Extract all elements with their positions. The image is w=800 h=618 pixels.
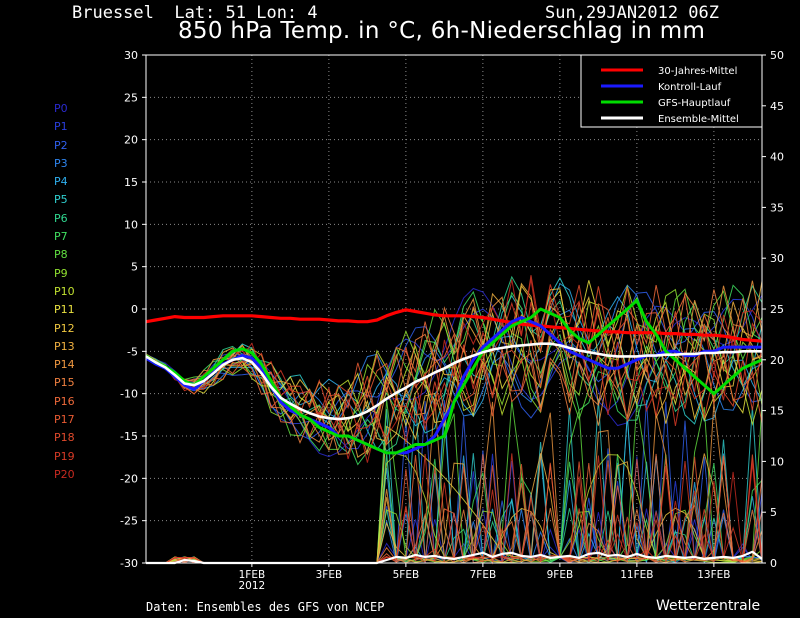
member-label-p2: P2 [54, 138, 68, 152]
tick-label-x: 9FEB [547, 569, 574, 581]
member-label-p4: P4 [54, 175, 68, 189]
data-source: Daten: Ensembles des GFS von NCEP [146, 600, 385, 614]
member-line-p14 [145, 280, 763, 456]
grid [146, 55, 762, 563]
tick-label-right: 45 [770, 100, 784, 113]
tick-label-left: 30 [124, 49, 138, 62]
member-line-p20 [145, 279, 763, 463]
tick-label-left: 0 [131, 303, 138, 316]
member-label-p15: P15 [54, 376, 75, 390]
tick-label-x: 13FEB [697, 569, 730, 581]
member-label-p18: P18 [54, 431, 75, 445]
tick-label-x: 5FEB [393, 569, 420, 581]
member-label-p14: P14 [54, 358, 75, 372]
location-label: Bruessel Lat: 51 Lon: 4 [72, 3, 318, 23]
tick-label-right: 20 [770, 354, 784, 367]
tick-label-right: 50 [770, 49, 784, 62]
tick-label-x: 7FEB [470, 569, 497, 581]
tick-label-x: 3FEB [316, 569, 343, 581]
member-label-p1: P1 [54, 120, 68, 134]
member-label-p20: P20 [54, 467, 75, 481]
member-label-p8: P8 [54, 248, 68, 262]
tick-label-left: 15 [124, 176, 138, 189]
legend-label: GFS-Hauptlauf [658, 98, 731, 109]
member-label-p6: P6 [54, 211, 68, 225]
brand-label: Wetterzentrale [656, 598, 761, 614]
tick-sublabel-x: 2012 [239, 580, 266, 592]
tick-label-right: 10 [770, 455, 784, 468]
legend-box [580, 54, 763, 128]
ensemble-member-lines [145, 275, 763, 565]
member-label-p9: P9 [54, 266, 68, 280]
tick-label-left: 25 [124, 91, 138, 104]
tick-label-right: 25 [770, 303, 784, 316]
member-label-p16: P16 [54, 394, 75, 408]
member-label-p3: P3 [54, 156, 68, 170]
plot-frame [145, 54, 763, 564]
tick-label-left: -25 [120, 515, 138, 528]
tick-label-left: -20 [120, 472, 138, 485]
tick-label-left: 20 [124, 134, 138, 147]
member-label-p7: P7 [54, 230, 68, 244]
tick-label-left: -15 [120, 430, 138, 443]
member-line-p15 [145, 289, 763, 452]
tick-label-right: 35 [770, 201, 784, 214]
series-line-gfs-hauptlauf [145, 299, 763, 455]
member-label-p10: P10 [54, 284, 75, 298]
member-label-p13: P13 [54, 339, 75, 353]
tick-label-x: 11FEB [620, 569, 653, 581]
chart-title: 850 hPa Temp. in °C, 6h-Niederschlag in … [178, 18, 706, 44]
tick-label-left: 5 [131, 261, 138, 274]
member-line-p2 [145, 291, 763, 440]
tick-label-x: 1FEB [239, 569, 266, 581]
legend-label: Ensemble-Mittel [658, 114, 739, 125]
tick-label-left: -10 [120, 388, 138, 401]
tick-label-right: 30 [770, 252, 784, 265]
ensemble-member-list: P0 P1 P2 P3 P4 P5 P6 P7 P8 P9 P10 P11 P12 P13 P14 P15 P1… [54, 100, 75, 484]
series-line-ensemble-mittel [145, 342, 762, 421]
tick-label-left: -30 [120, 557, 138, 570]
tick-label-right: 5 [770, 506, 777, 519]
tick-label-right: 0 [770, 557, 777, 570]
series-line-30-jahres-mittel [145, 308, 763, 343]
member-label-p12: P12 [54, 321, 75, 335]
member-line-p7 [145, 284, 763, 466]
tick-label-left: 10 [124, 218, 138, 231]
tick-label-right: 40 [770, 151, 784, 164]
member-label-p11: P11 [54, 303, 75, 317]
member-label-p17: P17 [54, 413, 75, 427]
member-line-p16 [145, 284, 763, 438]
legend: 30-Jahres-Mittel Kontroll-Lauf GFS-Hauptla… [580, 54, 763, 128]
left-axis: 30 25 20 15 10 5 0 -5 -10 -15 -20 -25 -30 [120, 49, 146, 570]
tick-label-left: -5 [127, 345, 138, 358]
member-label-p5: P5 [54, 193, 68, 207]
member-line-p0 [145, 287, 763, 458]
legend-label: Kontroll-Lauf [658, 82, 722, 93]
tick-label-right: 15 [770, 405, 784, 418]
member-label-p19: P19 [54, 449, 75, 463]
run-datetime: Sun,29JAN2012 06Z [545, 3, 719, 23]
member-label-p0: P0 [54, 102, 68, 115]
legend-label: 30-Jahres-Mittel [658, 66, 737, 77]
